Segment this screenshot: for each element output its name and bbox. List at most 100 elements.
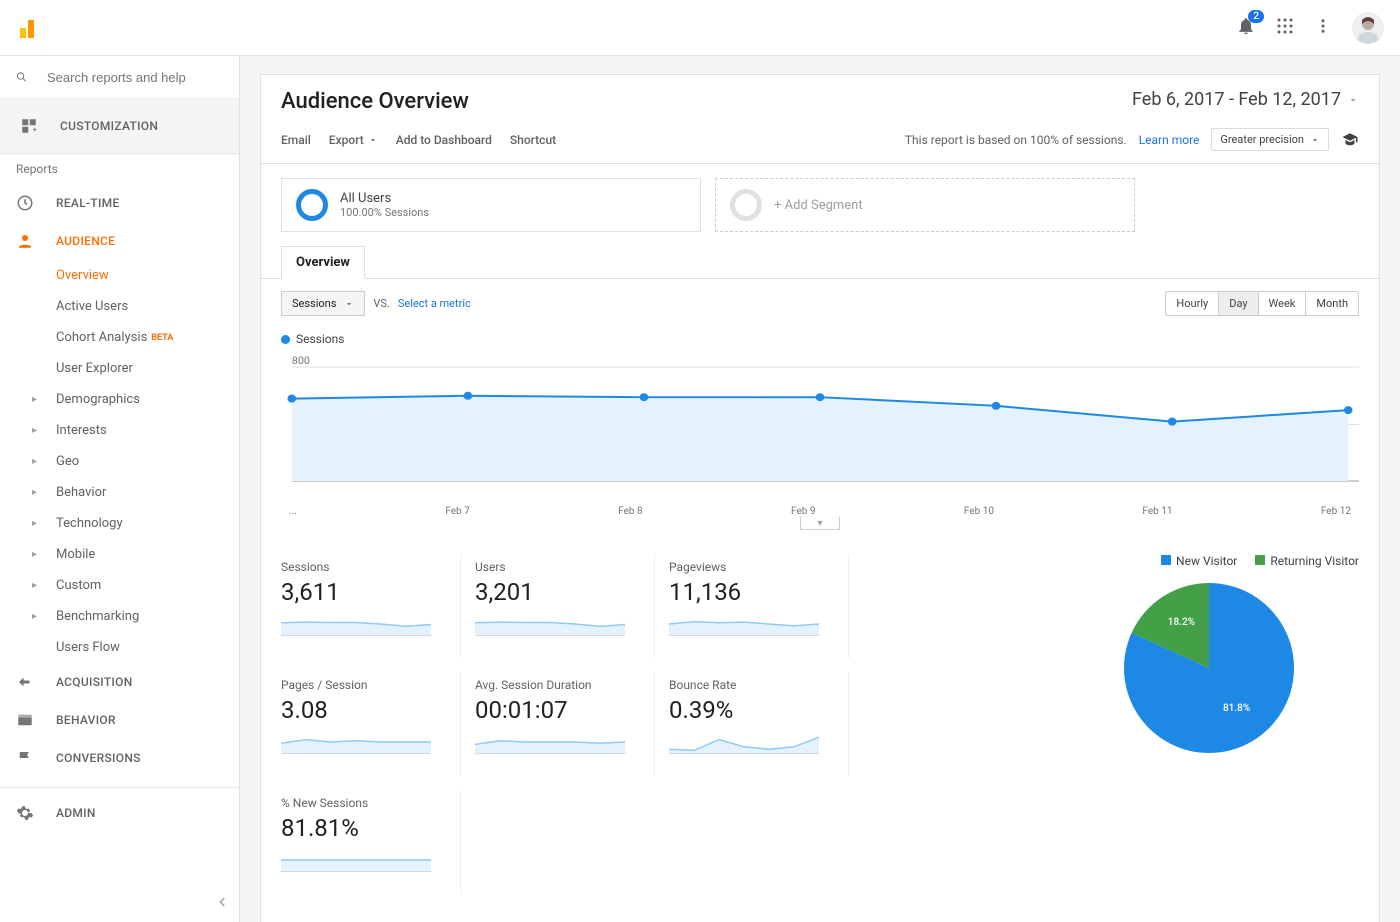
chevron-down-icon <box>1347 94 1359 106</box>
chevron-down-icon <box>1310 135 1320 145</box>
sidebar-item-custom[interactable]: ▸Custom <box>56 570 239 601</box>
chevron-right-icon: ▸ <box>32 425 50 436</box>
sampling-note: This report is based on 100% of sessions… <box>905 133 1127 147</box>
reports-label: Reports <box>0 154 239 184</box>
learn-more-link[interactable]: Learn more <box>1139 133 1200 147</box>
person-icon <box>16 232 40 250</box>
chevron-right-icon: ▸ <box>32 611 50 622</box>
grain-day[interactable]: Day <box>1218 292 1257 315</box>
chevron-right-icon: ▸ <box>32 549 50 560</box>
chart-expand-button[interactable]: ▾ <box>800 516 840 530</box>
sidebar-item-user-explorer[interactable]: User Explorer <box>56 353 239 384</box>
chevron-right-icon: ▸ <box>32 456 50 467</box>
sparkline <box>281 612 431 636</box>
more-icon[interactable] <box>1314 17 1332 39</box>
search-icon <box>16 68 27 86</box>
shortcut-button[interactable]: Shortcut <box>510 133 556 147</box>
grain-hourly[interactable]: Hourly <box>1166 292 1218 315</box>
add-segment-label: + Add Segment <box>774 198 863 213</box>
chevron-down-icon <box>368 135 378 145</box>
sidebar-acquisition[interactable]: ACQUISITION <box>0 663 239 701</box>
sidebar-item-active-users[interactable]: Active Users <box>56 291 239 322</box>
svg-text:81.8%: 81.8% <box>1223 703 1250 714</box>
metric--new-sessions[interactable]: % New Sessions81.81% <box>281 790 461 894</box>
sidebar-admin[interactable]: ADMIN <box>0 794 239 832</box>
sidebar-item-interests[interactable]: ▸Interests <box>56 415 239 446</box>
chevron-right-icon: ▸ <box>32 518 50 529</box>
sidebar-customization[interactable]: + CUSTOMIZATION <box>0 99 239 153</box>
segment-all-users[interactable]: All Users 100.00% Sessions <box>281 178 701 232</box>
time-grain: Hourly Day Week Month <box>1165 291 1359 316</box>
sidebar-item-demographics[interactable]: ▸Demographics <box>56 384 239 415</box>
svg-text:+: + <box>33 125 37 134</box>
sparkline <box>475 730 625 754</box>
add-segment-button[interactable]: + Add Segment <box>715 178 1135 232</box>
sidebar-item-overview[interactable]: Overview <box>56 260 239 291</box>
legend-dot-icon <box>281 335 290 344</box>
sidebar-item-cohort[interactable]: Cohort AnalysisBETA <box>56 322 239 353</box>
notification-badge: 2 <box>1248 10 1264 23</box>
beta-badge: BETA <box>151 333 173 343</box>
graduation-icon[interactable] <box>1341 131 1359 149</box>
sparkline <box>475 612 625 636</box>
metric-pages-session[interactable]: Pages / Session3.08 <box>281 672 461 776</box>
sidebar-item-geo[interactable]: ▸Geo <box>56 446 239 477</box>
sidebar-item-users-flow[interactable]: Users Flow <box>56 632 239 663</box>
main-content: Audience Overview Feb 6, 2017 - Feb 12, … <box>240 56 1400 922</box>
sidebar-item-benchmarking[interactable]: ▸Benchmarking <box>56 601 239 632</box>
sidebar-label: ADMIN <box>56 806 96 820</box>
grain-week[interactable]: Week <box>1258 292 1306 315</box>
segment-sub: 100.00% Sessions <box>340 206 429 219</box>
behavior-icon <box>16 711 40 729</box>
select-metric-link[interactable]: Select a metric <box>398 297 471 310</box>
sidebar-item-technology[interactable]: ▸Technology <box>56 508 239 539</box>
sidebar-realtime[interactable]: REAL-TIME <box>0 184 239 222</box>
notifications-icon[interactable]: 2 <box>1236 16 1256 40</box>
precision-button[interactable]: Greater precision <box>1211 128 1329 151</box>
sidebar-behavior[interactable]: BEHAVIOR <box>0 701 239 739</box>
sidebar-label: BEHAVIOR <box>56 713 116 727</box>
sidebar-conversions[interactable]: CONVERSIONS <box>0 739 239 777</box>
metric-pageviews[interactable]: Pageviews11,136 <box>669 554 849 658</box>
sparkline <box>669 612 819 636</box>
metric-selector[interactable]: Sessions <box>281 291 365 316</box>
clock-icon <box>16 194 40 212</box>
search-input[interactable] <box>47 70 223 85</box>
export-button[interactable]: Export <box>329 133 378 147</box>
add-dashboard-button[interactable]: Add to Dashboard <box>396 133 492 147</box>
metric-sessions[interactable]: Sessions3,611 <box>281 554 461 658</box>
apps-icon[interactable] <box>1276 17 1294 39</box>
metric-avg-session-duration[interactable]: Avg. Session Duration00:01:07 <box>475 672 655 776</box>
sidebar: + CUSTOMIZATION Reports REAL-TIME AUDIEN… <box>0 56 240 922</box>
customization-icon: + <box>20 117 44 135</box>
tab-overview[interactable]: Overview <box>281 246 365 279</box>
metric-users[interactable]: Users3,201 <box>475 554 655 658</box>
segment-circle-icon <box>730 189 762 221</box>
date-range-text: Feb 6, 2017 - Feb 12, 2017 <box>1132 89 1341 110</box>
chevron-right-icon: ▸ <box>32 487 50 498</box>
sparkline <box>669 730 819 754</box>
sidebar-label: CONVERSIONS <box>56 751 141 765</box>
grain-month[interactable]: Month <box>1305 292 1358 315</box>
gear-icon <box>16 804 40 822</box>
visitor-pie-chart: 81.8% 18.2% <box>1119 578 1299 758</box>
segment-title: All Users <box>340 191 429 206</box>
avatar[interactable] <box>1352 12 1384 44</box>
sidebar-item-mobile[interactable]: ▸Mobile <box>56 539 239 570</box>
sidebar-label: ACQUISITION <box>56 675 133 689</box>
chevron-right-icon: ▸ <box>32 394 50 405</box>
segment-circle-icon <box>296 189 328 221</box>
chevron-down-icon <box>344 299 354 309</box>
date-range-picker[interactable]: Feb 6, 2017 - Feb 12, 2017 <box>1132 89 1359 110</box>
topbar: 2 <box>0 0 1400 56</box>
ga-logo[interactable] <box>16 16 40 40</box>
chevron-right-icon: ▸ <box>32 580 50 591</box>
sidebar-item-behavior[interactable]: ▸Behavior <box>56 477 239 508</box>
sidebar-audience[interactable]: AUDIENCE <box>0 222 239 260</box>
pie-legend: New VisitorReturning Visitor <box>1059 554 1359 568</box>
collapse-icon[interactable] <box>215 894 231 914</box>
svg-text:18.2%: 18.2% <box>1168 617 1195 628</box>
vs-label: VS. <box>373 297 389 310</box>
metric-bounce-rate[interactable]: Bounce Rate0.39% <box>669 672 849 776</box>
email-button[interactable]: Email <box>281 133 311 147</box>
